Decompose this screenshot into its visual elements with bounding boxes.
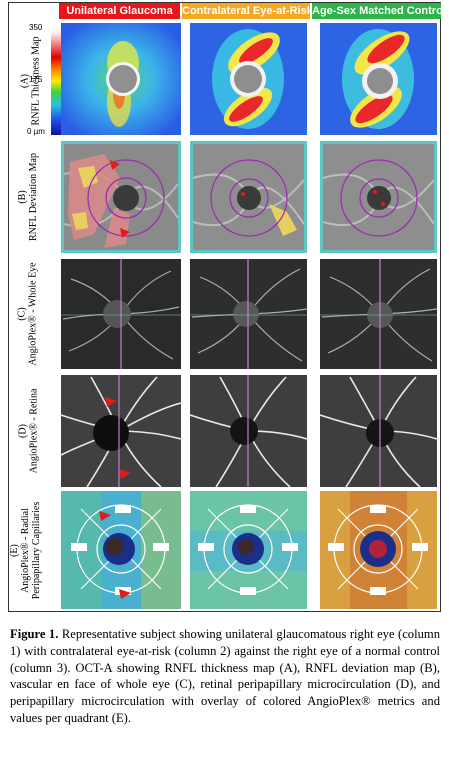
row-label-b-text: (B) RNFL Deviation Map [17, 153, 39, 241]
row-label-d-text: (D) AngioPlex® - Retina [17, 388, 39, 474]
scale-mid-label: 175 [29, 75, 43, 84]
row-label-a: (A) RNFL Thickness Map [13, 25, 47, 137]
figure-caption: Figure 1. Representative subject showing… [10, 626, 440, 727]
row-label-d: (D) AngioPlex® - Retina [11, 375, 45, 487]
angioplex-retina-contralateral [190, 375, 307, 487]
angioplex-whole-eye-contralateral [190, 259, 307, 369]
radial-peripapillary-capillaries-glaucoma [61, 491, 181, 609]
caption-lead: Figure 1. [10, 627, 59, 641]
angioplex-retina-control [320, 375, 437, 487]
row-label-b: (B) RNFL Deviation Map [11, 141, 45, 253]
column-header-unilateral-glaucoma: Unilateral Glaucoma [59, 3, 180, 19]
rnfl-deviation-map-contralateral [190, 141, 307, 253]
rnfl-deviation-map-glaucoma [61, 141, 181, 253]
radial-peripapillary-capillaries-contralateral [190, 491, 307, 609]
rnfl-thickness-map-control [320, 23, 437, 135]
rnfl-deviation-map-control [320, 141, 437, 253]
column-header-control: Age-Sex Matched Control [312, 3, 441, 19]
row-label-a-text: (A) RNFL Thickness Map [19, 36, 42, 126]
radial-peripapillary-capillaries-control [320, 491, 437, 609]
rnfl-thickness-map-glaucoma [61, 23, 181, 135]
row-label-e: (E) AngioPlex® - Radial Peripapillary Ca… [9, 491, 43, 609]
row-label-c-text: (C) AngioPlex® - Whole Eye [17, 262, 40, 366]
column-header-contralateral-eye: Contralateral Eye-at-Risk [182, 3, 310, 19]
thickness-color-scale [51, 27, 61, 135]
angioplex-whole-eye-control [320, 259, 437, 369]
angioplex-retina-glaucoma [61, 375, 181, 487]
angioplex-whole-eye-glaucoma [61, 259, 181, 369]
scale-min-label: 0 µm [27, 127, 45, 136]
caption-text: Representative subject showing unilatera… [10, 627, 440, 725]
figure-panel: Unilateral Glaucoma Contralateral Eye-at… [8, 2, 441, 612]
row-label-e-text: (E) AngioPlex® - Radial Peripapillary Ca… [9, 501, 43, 599]
scale-max-label: 350 [29, 23, 43, 32]
rnfl-thickness-map-contralateral [190, 23, 307, 135]
row-label-c: (C) AngioPlex® - Whole Eye [11, 259, 45, 369]
